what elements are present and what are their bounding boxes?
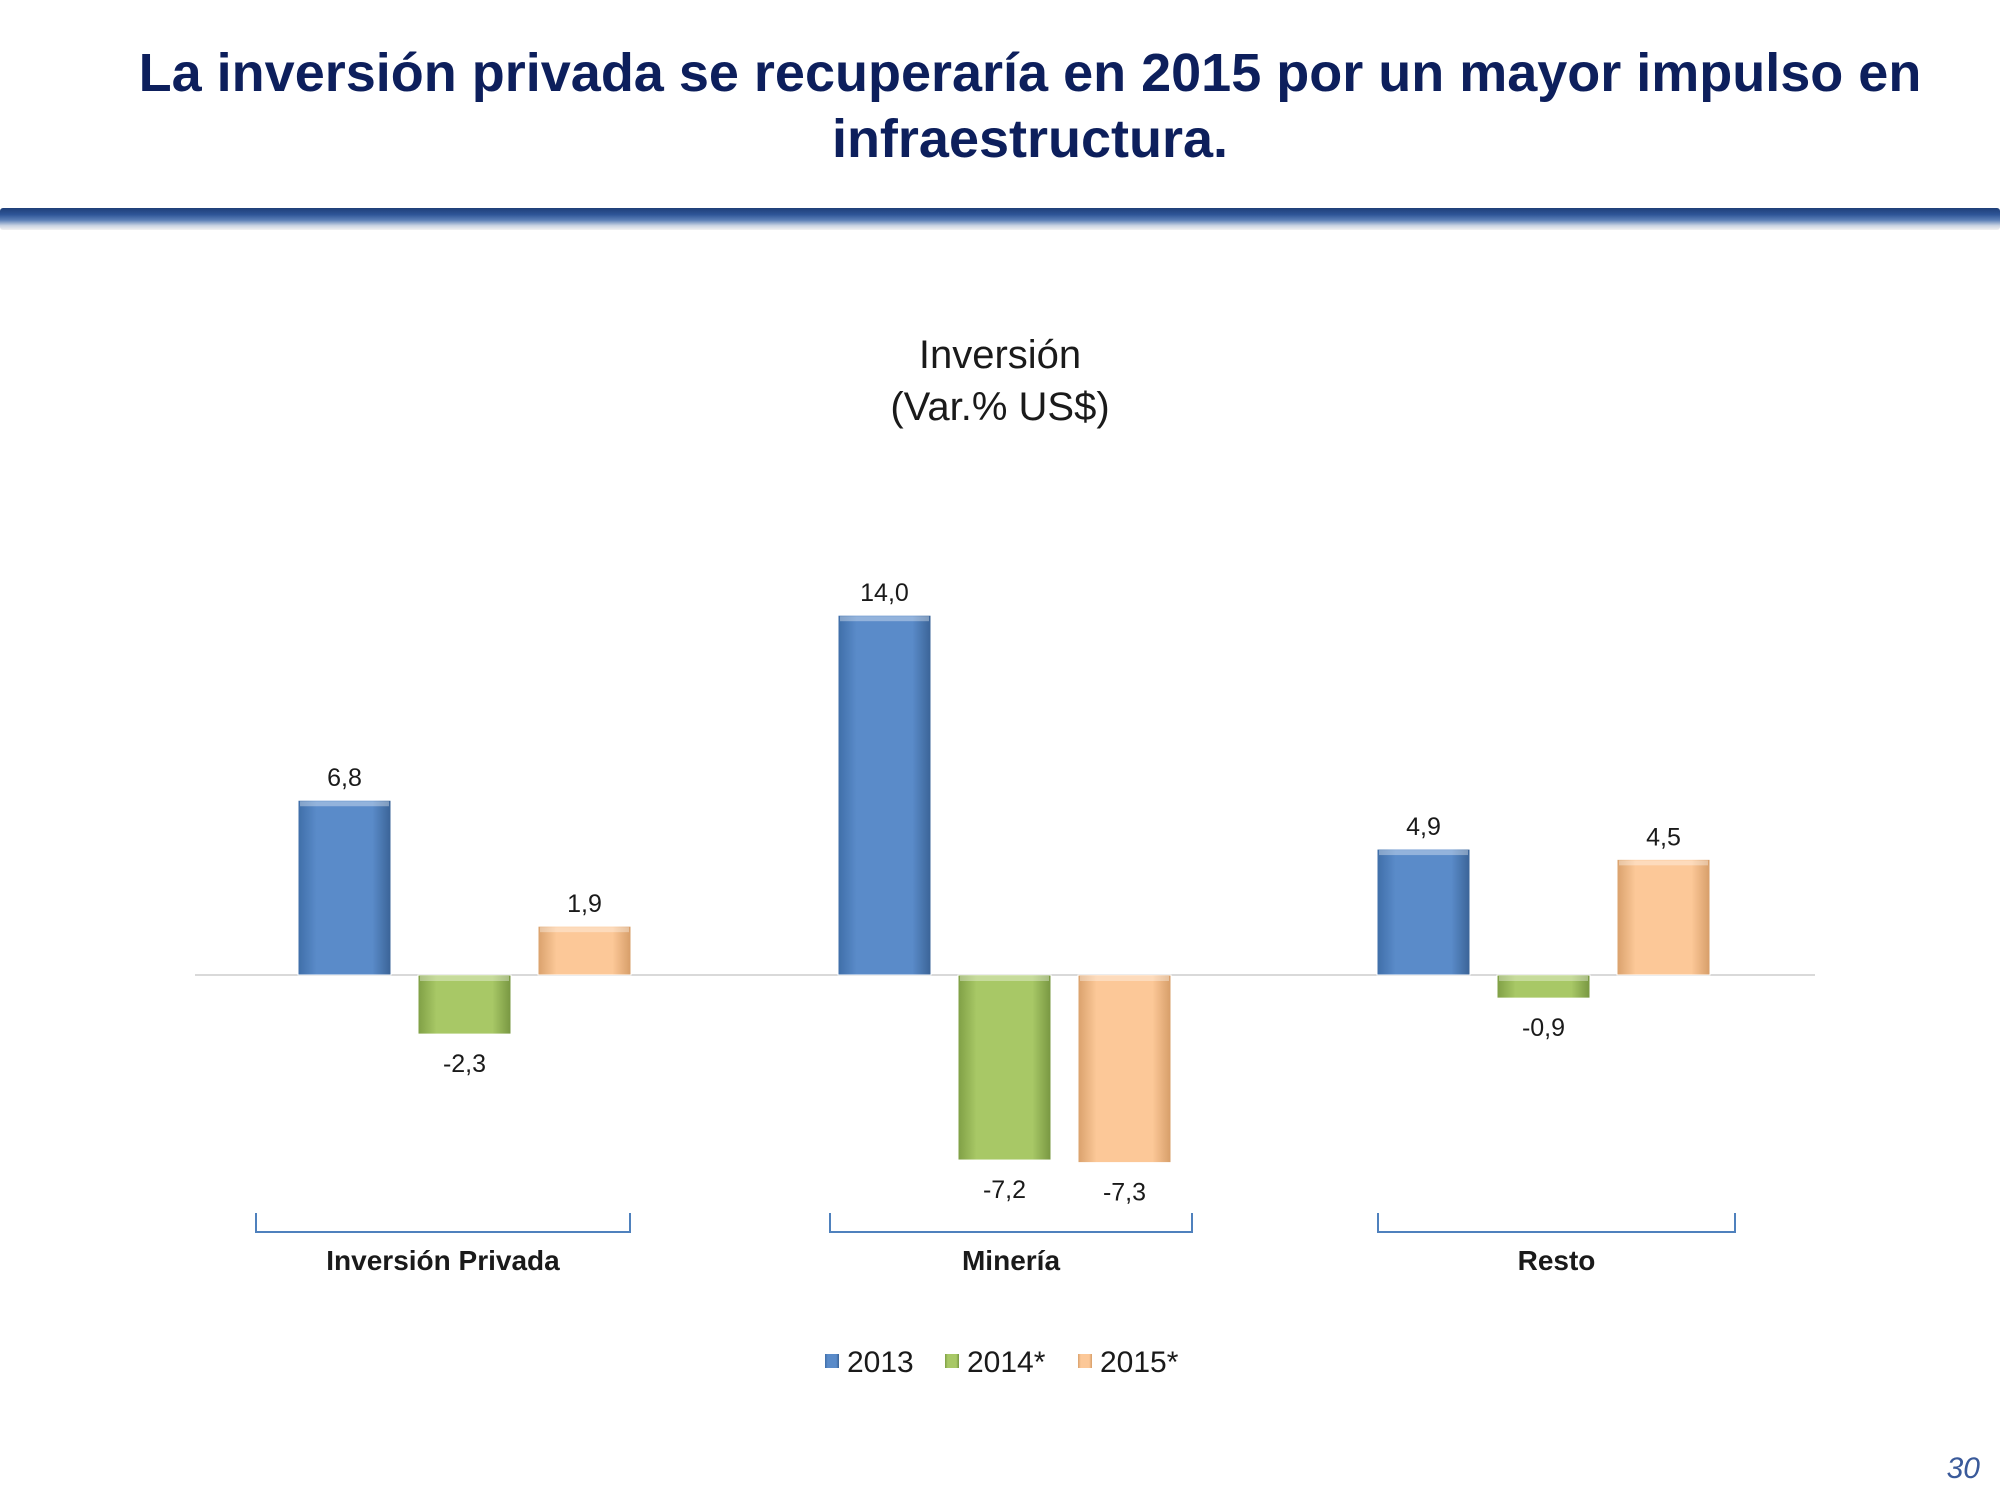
header-divider	[0, 208, 2000, 230]
bar-bevel	[1379, 850, 1468, 856]
data-label: -7,3	[1103, 1179, 1146, 1207]
category-bracket	[829, 1213, 1193, 1233]
chart-title: Inversión	[919, 333, 1081, 377]
category-label: Resto	[1518, 1245, 1596, 1276]
chart-subtitle: (Var.% US$)	[890, 385, 1109, 429]
data-label: 6,8	[327, 764, 362, 792]
data-label: 4,9	[1406, 813, 1441, 841]
data-label: -0,9	[1522, 1014, 1565, 1042]
bar-2014-2	[1496, 974, 1591, 999]
bar-2015-0	[537, 925, 632, 976]
bar-bevel	[420, 976, 509, 981]
bar-bevel	[1499, 976, 1588, 981]
plot-area: 6,8 14,0 4,9 -2,3 -7,2 -0,9 1,9 -7,3 4,5 Inversió…	[195, 579, 1815, 1276]
category-bracket	[1377, 1213, 1736, 1233]
legend-label: 2015*	[1100, 1346, 1179, 1379]
bar-bevel	[300, 801, 389, 807]
data-label: 14,0	[860, 579, 909, 607]
category-label: Minería	[962, 1245, 1060, 1276]
data-label: 4,5	[1646, 823, 1681, 851]
category-label: Inversión Privada	[326, 1245, 560, 1276]
category-bracket	[255, 1213, 631, 1233]
bar-2014-0	[417, 974, 512, 1035]
chart-legend: 2013 2014* 2015*	[825, 1346, 1179, 1379]
bar-2015-2	[1616, 858, 1711, 976]
bar-2013-1	[837, 614, 932, 976]
bar-2013-0	[297, 799, 392, 976]
legend-label: 2013	[847, 1346, 914, 1379]
bar-bevel	[840, 616, 929, 622]
bar-2015-1	[1077, 974, 1172, 1164]
legend-swatch	[945, 1354, 959, 1368]
bar-bevel	[540, 927, 629, 933]
legend-swatch	[825, 1354, 839, 1368]
bar-bevel	[960, 976, 1049, 981]
bar-2013-2	[1376, 848, 1471, 976]
legend-swatch	[1078, 1354, 1092, 1368]
bar-bevel	[1080, 976, 1169, 981]
data-label: -2,3	[443, 1050, 486, 1078]
page-number: 30	[1946, 1452, 1980, 1485]
bar-bevel	[1619, 860, 1708, 866]
legend-label: 2014*	[967, 1346, 1046, 1379]
data-label: -7,2	[983, 1176, 1026, 1204]
bar-2014-1	[957, 974, 1052, 1161]
slide-title: La inversión privada se recuperaría en 2…	[138, 43, 1922, 169]
data-label: 1,9	[567, 890, 602, 918]
